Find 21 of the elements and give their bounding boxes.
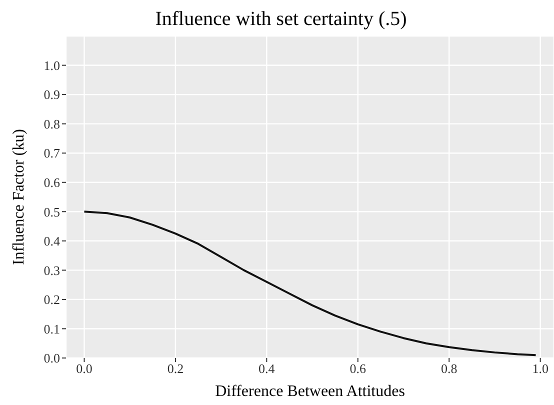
- y-tick-label: 0.0: [44, 350, 60, 366]
- line-series: [83, 210, 537, 356]
- chart-title: Influence with set certainty (.5): [154, 8, 408, 32]
- x-tick-label: 0.0: [76, 361, 92, 376]
- x-axis-title: Difference Between Attitudes: [215, 383, 405, 400]
- y-tick-label: 0.5: [44, 204, 60, 220]
- y-tick-label: 0.8: [44, 116, 60, 132]
- y-tick-label: 0.3: [44, 262, 60, 278]
- y-tick-label: 0.2: [44, 292, 60, 308]
- y-tick-label: 0.6: [44, 174, 60, 190]
- y-tick-label: 0.7: [44, 146, 60, 161]
- x-tick-label: 0.2: [167, 361, 184, 376]
- y-tick-label: 1.0: [44, 58, 60, 73]
- y-tick-label: 0.1: [44, 321, 60, 336]
- y-axis-title: Influence Factor (ku): [10, 129, 28, 265]
- y-tick-label: 0.9: [44, 87, 60, 102]
- y-tick-label: 0.4: [44, 234, 60, 249]
- x-tick-label: 1.0: [532, 361, 548, 376]
- x-tick-label: 0.6: [350, 361, 367, 376]
- x-tick-label: 0.4: [258, 361, 276, 376]
- x-tick-label: 0.8: [440, 361, 458, 376]
